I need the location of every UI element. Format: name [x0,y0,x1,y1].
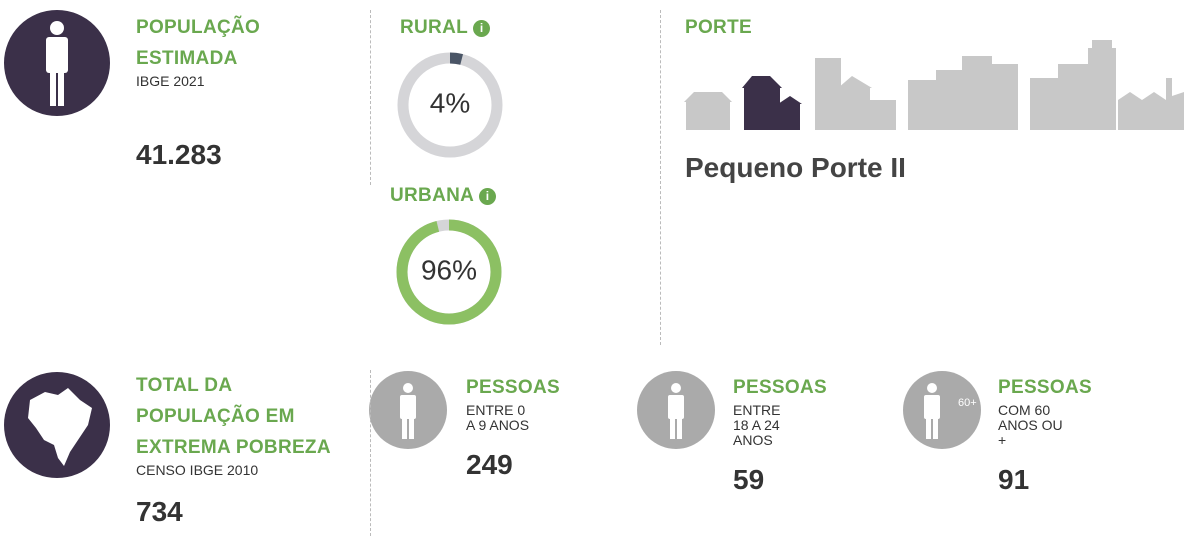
porte-value: Pequeno Porte II [685,152,906,183]
description: ENTRE [733,402,781,418]
title: PESSOAS [998,377,1092,398]
description: ANOS OU [998,417,1063,433]
value: 59 [733,464,765,495]
title: POPULAÇÃO EM [136,406,295,427]
label: RURAL [400,17,468,38]
title: ESTIMADA [136,48,238,69]
age-badge: 60+ [958,397,977,409]
divider [660,10,661,345]
description: 18 A 24 [733,417,780,433]
value: 91 [998,464,1030,495]
info-icon[interactable]: i [473,20,491,37]
group-block: PESSOAS COM 60 ANOS OU +91 [998,372,1092,496]
label: URBANA [390,185,474,206]
title: POPULAÇÃO [136,17,261,38]
title: PESSOAS [466,377,560,398]
rural-label: RURAL i [400,12,491,43]
description: ENTRE 0 [466,402,526,418]
value: 249 [466,449,513,480]
value: 734 [136,496,183,527]
title: PESSOAS [733,377,827,398]
title: EXTREMA POBREZA [136,437,331,458]
current-size-building [742,76,802,130]
brazil-map [28,388,92,466]
urbana-label: URBANA i [390,180,497,211]
divider [370,10,371,185]
info-icon[interactable]: i [479,188,497,205]
source: CENSO IBGE 2010 [136,462,259,478]
person-figure [46,21,68,106]
buildings [684,40,1184,130]
population-block: POPULAÇÃO ESTIMADA IBGE 2021 41.283 [136,12,260,171]
porte-title: PORTE [685,17,752,38]
group-block: PESSOAS ENTRE 18 A 24 ANOS 59 [733,372,827,496]
description: ANOS [733,432,773,448]
group-figures [400,383,940,439]
poverty-block: TOTAL DA POPULAÇÃO EM EXTREMA POBREZA CE… [136,370,331,528]
donut-arc [397,52,503,158]
donut-arc [396,219,502,325]
description: A 9 ANOS [466,417,530,433]
description: + [998,432,1007,448]
title: TOTAL DA [136,375,233,396]
value: 41.283 [136,139,222,170]
divider [370,370,371,536]
rural-percent: 4% [430,87,470,118]
source: IBGE 2021 [136,73,205,89]
urbana-percent: 96% [421,254,477,285]
description: COM 60 [998,402,1051,418]
